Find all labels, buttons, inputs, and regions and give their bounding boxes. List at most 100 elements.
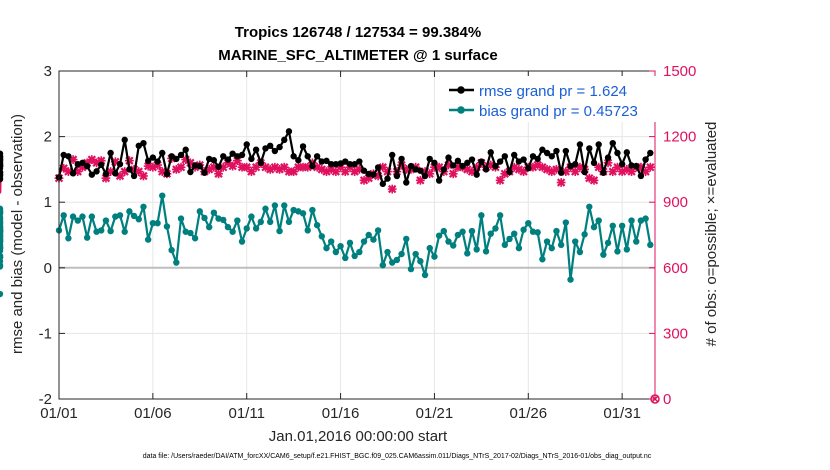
rmse-point [365, 170, 372, 178]
bias-point [318, 233, 326, 240]
rmse-point [440, 166, 448, 173]
rmse-point [609, 139, 616, 147]
bias-point [191, 235, 199, 242]
bias-point [572, 238, 579, 245]
rmse-point [398, 155, 405, 163]
rmse-point [548, 153, 555, 160]
bias-point [623, 246, 631, 253]
rmse-point [520, 156, 527, 163]
bias-point [309, 206, 316, 214]
bias-point [567, 276, 574, 283]
rmse-point [271, 147, 279, 155]
bias-point [281, 202, 288, 209]
rmse-point [464, 159, 471, 167]
y-axis-right: 0 300 600 900 1200 1500 [649, 63, 696, 408]
rmse-point [210, 157, 218, 164]
rmse-point [342, 158, 349, 165]
y2-tick-label: 0 [663, 391, 671, 408]
bias-point [0, 205, 4, 212]
rmse-point [163, 170, 171, 178]
bias-point [543, 238, 551, 245]
bias-point [252, 225, 260, 232]
y2-tick-label: 1500 [663, 63, 696, 80]
bias-point [177, 215, 185, 222]
rmse-point [496, 158, 504, 165]
obs-evaluated-marker [176, 162, 186, 172]
bias-point [614, 248, 621, 255]
rmse-point [553, 147, 560, 155]
rmse-point [492, 162, 499, 170]
rmse-point [426, 155, 433, 163]
bias-point [445, 238, 452, 245]
rmse-point [642, 156, 649, 163]
chart-title: Tropics 126748 / 127534 = 99.384% [235, 24, 481, 41]
bias-point [642, 215, 649, 222]
rmse-point [229, 150, 236, 157]
rmse-point [83, 162, 91, 170]
rmse-point [112, 170, 119, 177]
rmse-point [323, 157, 330, 165]
bias-point [618, 222, 626, 230]
rmse-point [182, 146, 189, 153]
bias-point [562, 219, 570, 226]
rmse-point [647, 149, 654, 157]
y-axis-label: rmse and bias (model - observation) [9, 114, 26, 354]
rmse-point [313, 153, 321, 160]
rmse-point [637, 172, 645, 180]
rmse-point [468, 156, 476, 163]
rmse-point [285, 128, 293, 135]
rmse-point [351, 160, 358, 168]
rmse-point [262, 145, 269, 152]
bias-point [492, 225, 499, 232]
bias-point [529, 228, 537, 235]
legend-bias-marker [457, 106, 465, 114]
bias-point [205, 223, 213, 231]
bias-point [327, 238, 335, 245]
x-tick-label: 01/16 [322, 405, 360, 422]
bias-point [149, 219, 157, 227]
bias-point [271, 202, 279, 209]
y-tick-label: 1 [44, 194, 52, 211]
bias-point [0, 234, 4, 241]
rmse-point [482, 166, 490, 173]
bias-point [168, 246, 175, 254]
rmse-point [0, 171, 4, 178]
rmse-point [473, 171, 480, 178]
bias-point [144, 236, 152, 243]
rmse-point [459, 162, 466, 170]
legend-rmse-label: rmse grand pr = 1.624 [479, 83, 627, 100]
bias-point [248, 213, 255, 220]
bias-point [163, 223, 171, 230]
y2-tick-label: 600 [663, 260, 688, 277]
bias-point [224, 223, 232, 231]
bias-point [628, 217, 635, 224]
bias-point [374, 227, 382, 234]
bias-point [539, 256, 546, 263]
rmse-point [281, 136, 288, 144]
data-file-footnote: data file: /Users/raeder/DAI/ATM_forcXX/… [143, 453, 652, 460]
rmse-point [529, 153, 537, 160]
bias-point [478, 212, 485, 219]
rmse-point [501, 153, 509, 160]
rmse-point [0, 150, 4, 157]
x-tick-label: 01/21 [416, 405, 454, 422]
rmse-point [403, 179, 410, 186]
rmse-point [595, 141, 602, 148]
rmse-point [384, 175, 391, 182]
bias-point [238, 238, 246, 245]
rmse-point [168, 153, 175, 160]
bias-point [534, 229, 541, 236]
legend: rmse grand pr = 1.624 bias grand pr = 0.… [442, 76, 656, 122]
rmse-point [379, 180, 387, 188]
bias-point [173, 259, 180, 266]
rmse-point [257, 159, 264, 167]
rmse-point [431, 159, 438, 167]
bias-point [83, 234, 91, 241]
rmse-point [248, 155, 255, 163]
rmse-point [224, 156, 232, 163]
rmse-point [478, 158, 485, 165]
rmse-point [618, 160, 626, 168]
bias-point [553, 227, 560, 235]
x-axis-label: Jan.01,2016 00:00:00 start [269, 428, 448, 445]
